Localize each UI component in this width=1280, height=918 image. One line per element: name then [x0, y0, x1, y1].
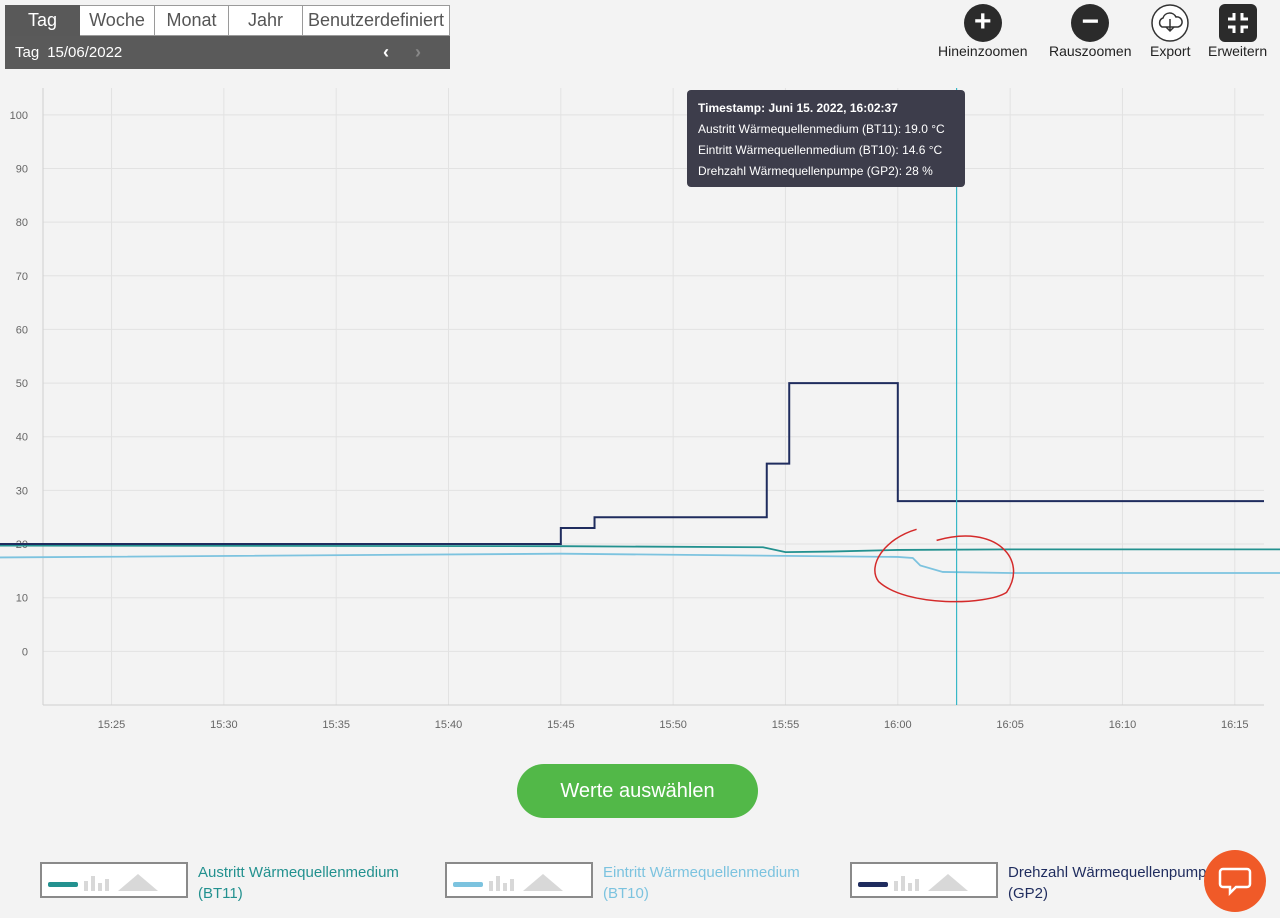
date-bar: Tag 15/06/2022 ‹ ›	[5, 36, 450, 69]
date-bar-label: Tag	[15, 44, 40, 61]
legend-label-gp2-line1: Drehzahl Wärmequellenpumpe	[1008, 864, 1215, 881]
y-tick-label: 70	[16, 271, 28, 283]
chat-bubble-icon	[1218, 867, 1252, 896]
export-button[interactable]: Export	[1150, 4, 1190, 59]
period-selector: Tag Woche Monat Jahr Benutzerdefiniert T…	[5, 5, 450, 69]
zoom-in-button[interactable]: + Hineinzoomen	[938, 4, 1028, 59]
chart-tooltip: Timestamp: Juni 15. 2022, 16:02:37 Austr…	[687, 90, 965, 187]
plus-icon: +	[963, 4, 1002, 42]
x-tick-label: 15:35	[322, 719, 350, 731]
legend-swatch-gp2	[850, 862, 998, 898]
y-tick-label: 10	[16, 593, 28, 605]
export-label: Export	[1150, 43, 1191, 59]
legend-swatch-bt10	[445, 862, 593, 898]
tooltip-timestamp: Timestamp: Juni 15. 2022, 16:02:37	[698, 101, 898, 115]
legend-label-bt10: Eintritt Wärmequellenmedium (BT10)	[603, 862, 800, 904]
legend-label-gp2: Drehzahl Wärmequellenpumpe (GP2)	[1008, 862, 1215, 904]
legend-item-gp2[interactable]: Drehzahl Wärmequellenpumpe (GP2)	[850, 862, 1215, 904]
x-tick-label: 15:50	[659, 719, 687, 731]
date-bar-date: 15/06/2022	[47, 44, 123, 61]
chart-type-icons	[858, 874, 968, 891]
x-tick-label: 15:30	[210, 719, 238, 731]
tab-day[interactable]: Tag	[5, 5, 80, 36]
period-tabs: Tag Woche Monat Jahr Benutzerdefiniert	[5, 5, 450, 36]
x-tick-label: 15:25	[98, 719, 126, 731]
series-line-3	[0, 382, 1264, 546]
cloud-download-icon	[1151, 4, 1189, 42]
tab-year[interactable]: Jahr	[229, 5, 303, 36]
tooltip-line-gp2: Drehzahl Wärmequellenpumpe (GP2): 28 %	[698, 164, 933, 178]
tab-month[interactable]: Monat	[155, 5, 229, 36]
y-tick-label: 40	[16, 432, 28, 444]
legend-item-bt10[interactable]: Eintritt Wärmequellenmedium (BT10)	[445, 862, 800, 904]
y-tick-label: 50	[16, 378, 28, 390]
y-tick-label: 90	[16, 163, 28, 175]
x-tick-label: 16:00	[884, 719, 912, 731]
y-tick-label: 100	[10, 110, 28, 122]
x-tick-label: 15:40	[435, 719, 463, 731]
x-tick-label: 16:10	[1109, 719, 1137, 731]
annotation-circle	[874, 528, 1015, 603]
expand-button[interactable]: Erweitern	[1208, 4, 1267, 59]
legend-label-bt11: Austritt Wärmequellenmedium (BT11)	[198, 862, 399, 904]
x-tick-label: 15:55	[772, 719, 800, 731]
legend-swatch-bt11	[40, 862, 188, 898]
series-line-1	[0, 544, 1280, 553]
expand-label: Erweitern	[1208, 43, 1268, 59]
legend-label-bt11-line2: (BT11)	[198, 885, 243, 902]
tooltip-line-bt11: Austritt Wärmequellenmedium (BT11): 19.0…	[698, 122, 945, 136]
minus-icon: −	[1071, 4, 1110, 42]
x-tick-label: 16:15	[1221, 719, 1249, 731]
series-color-bar	[453, 882, 483, 887]
next-day-chevron-icon[interactable]: ›	[415, 42, 421, 62]
chart-type-icons	[48, 874, 158, 891]
series-color-bar	[48, 882, 78, 887]
zoom-out-button[interactable]: − Rauszoomen	[1049, 4, 1132, 59]
legend-item-bt11[interactable]: Austritt Wärmequellenmedium (BT11)	[40, 862, 399, 904]
legend-label-bt11-line1: Austritt Wärmequellenmedium	[198, 864, 399, 881]
chart-type-icons	[453, 874, 563, 891]
series-line-2	[0, 552, 1280, 574]
chat-support-button[interactable]	[1204, 850, 1266, 912]
legend-label-gp2-line2: (GP2)	[1008, 885, 1049, 902]
y-tick-label: 60	[16, 324, 28, 336]
series-color-bar	[858, 882, 888, 887]
y-tick-label: 30	[16, 485, 28, 497]
collapse-arrows-icon	[1218, 4, 1257, 42]
legend-label-bt10-line1: Eintritt Wärmequellenmedium	[603, 864, 800, 881]
y-tick-label: 0	[22, 646, 28, 658]
x-tick-label: 16:05	[996, 719, 1024, 731]
y-tick-label: 80	[16, 217, 28, 229]
zoom-out-label: Rauszoomen	[1049, 43, 1132, 59]
zoom-in-label: Hineinzoomen	[938, 43, 1028, 59]
prev-day-chevron-icon[interactable]: ‹	[383, 42, 389, 62]
tab-custom[interactable]: Benutzerdefiniert	[303, 5, 450, 36]
x-tick-label: 15:45	[547, 719, 575, 731]
tab-week[interactable]: Woche	[80, 5, 155, 36]
tooltip-line-bt10: Eintritt Wärmequellenmedium (BT10): 14.6…	[698, 143, 943, 157]
legend-label-bt10-line2: (BT10)	[603, 885, 649, 902]
select-values-button[interactable]: Werte auswählen	[517, 764, 758, 818]
